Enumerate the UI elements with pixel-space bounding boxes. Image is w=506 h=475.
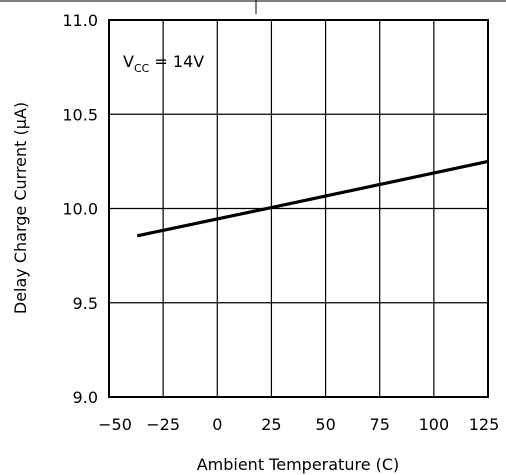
vcc-annotation: VCC = 14V — [123, 52, 204, 75]
y-tick-label: 11.0 — [62, 11, 98, 30]
x-tick-label: 0 — [212, 415, 222, 434]
x-tick-label: 125 — [469, 415, 500, 434]
x-tick-label: 100 — [419, 415, 450, 434]
grid-lines — [108, 19, 489, 398]
y-tick-label: 10.5 — [62, 105, 98, 124]
plot-frame — [108, 19, 489, 398]
x-tick-labels: −50 −25 0 25 50 75 100 125 — [98, 415, 499, 434]
y-tick-labels: 9.0 9.5 10.0 10.5 11.0 — [62, 11, 98, 407]
x-tick-label: −25 — [146, 415, 180, 434]
series-line — [136, 159, 489, 238]
x-tick-label: 50 — [315, 415, 335, 434]
y-axis-label: Delay Charge Current (μA) — [11, 102, 30, 314]
x-tick-label: −50 — [98, 415, 132, 434]
y-tick-label: 9.5 — [73, 294, 98, 313]
y-tick-label: 9.0 — [73, 388, 98, 407]
x-axis-label: Ambient Temperature (C) — [197, 455, 400, 474]
y-tick-label: 10.0 — [62, 200, 98, 219]
x-tick-label: 25 — [261, 415, 281, 434]
x-tick-label: 75 — [370, 415, 390, 434]
